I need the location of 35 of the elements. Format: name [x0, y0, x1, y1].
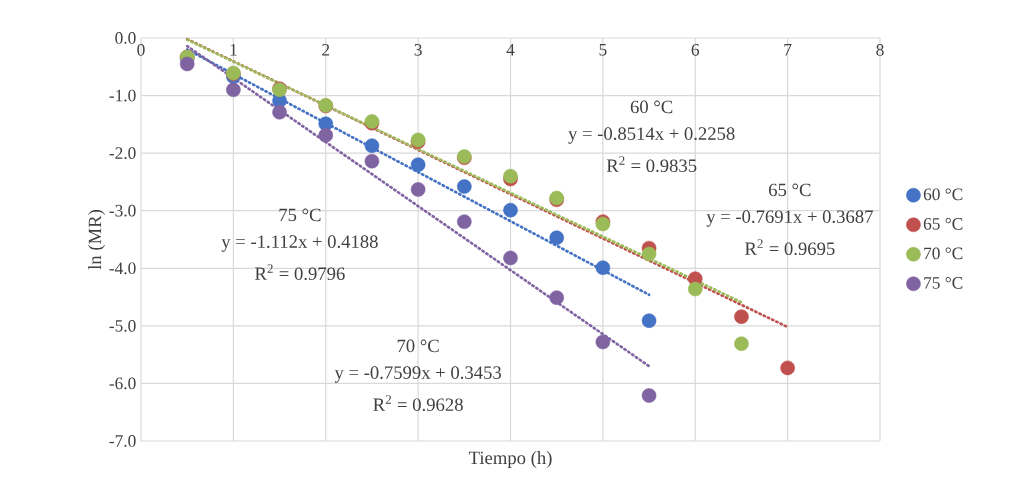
annotation: R$^{2}$ = 0.9628 [373, 395, 463, 412]
y-axis-title: ln (MR) [88, 210, 106, 270]
legend-label: 70 °C [924, 247, 963, 260]
x-axis-title: Tiempo (h) [468, 451, 552, 468]
annotation: y = -1.112x + 0.4188 [221, 235, 378, 252]
y-tick-label: -4.0 [109, 262, 136, 275]
annotation: 75 °C [279, 208, 321, 222]
y-tick-label: -6.0 [109, 377, 136, 390]
annotation: R$^{2}$ = 0.9796 [255, 264, 345, 281]
y-tick-label: 0.0 [115, 32, 136, 44]
y-tick-label: -5.0 [109, 319, 136, 332]
legend-label: 65 °C [923, 217, 963, 230]
x-tick-label: 1 [230, 44, 237, 56]
x-tick-label: 8 [876, 44, 884, 56]
x-tick-label: 6 [691, 44, 700, 56]
annotation: y = -0.8514x + 0.2258 [568, 127, 735, 144]
x-tick-label: 3 [414, 44, 422, 56]
x-tick-label: 2 [322, 44, 330, 56]
y-tick-label: -1.0 [109, 89, 136, 102]
legend-label: 60 °C [923, 188, 963, 201]
annotation: R$^{2}$ = 0.9695 [744, 239, 835, 256]
annotation: 60 °C [630, 100, 673, 114]
annotation: y = -0.7599x + 0.3453 [334, 366, 502, 383]
y-tick-label: -7.0 [109, 435, 136, 447]
legend-label: 75 °C [924, 277, 963, 289]
x-tick-label: 5 [599, 44, 607, 56]
annotation: 65 °C [769, 183, 811, 197]
annotation: R$^{2}$ = 0.9835 [606, 156, 697, 173]
x-tick-label: 0 [137, 44, 145, 56]
annotation: y = -0.7691x + 0.3687 [706, 210, 873, 227]
annotation: 70 °C [397, 339, 439, 353]
y-tick-label: -3.0 [109, 204, 136, 217]
x-tick-label: 4 [506, 44, 515, 56]
x-tick-label: 7 [784, 44, 792, 56]
y-tick-label: -2.0 [109, 147, 136, 160]
